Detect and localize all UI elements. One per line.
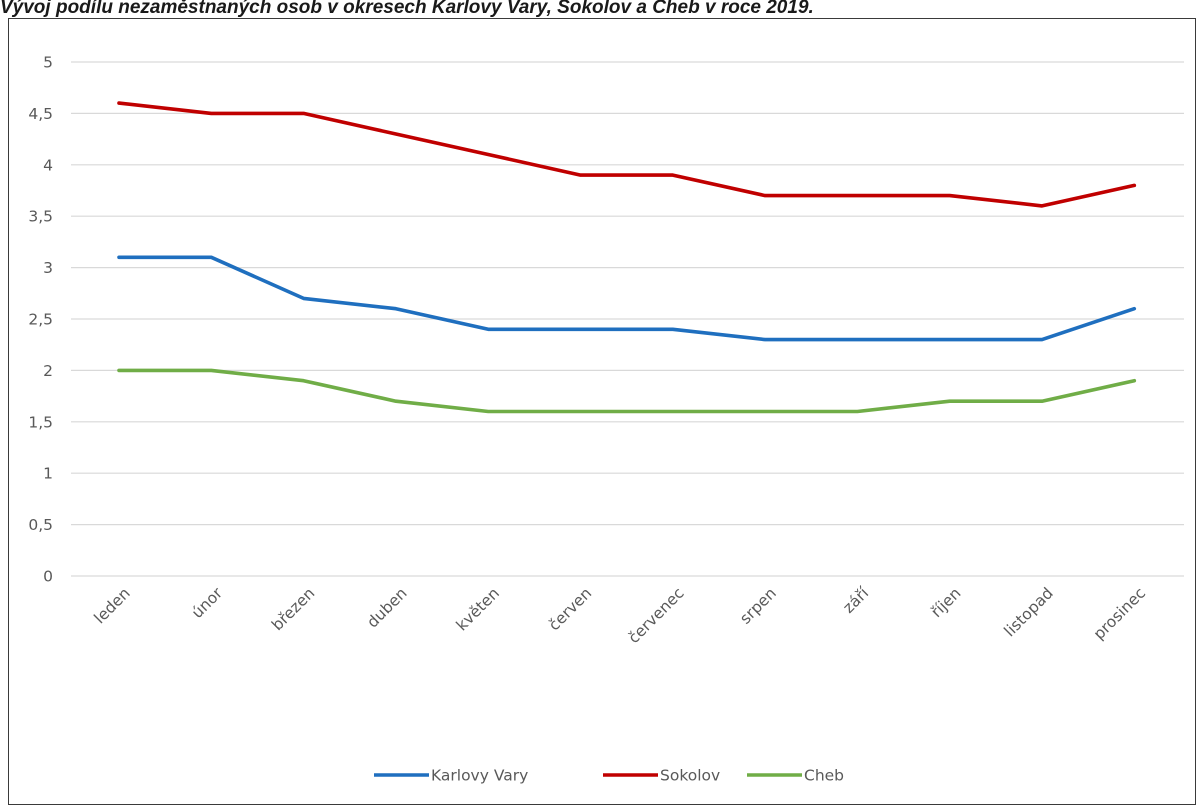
y-tick-label: 4,5 [28,105,53,123]
x-tick-label: leden [91,584,134,627]
x-tick-label: červenec [625,584,688,647]
legend-label: Sokolov [660,767,720,785]
y-tick-label: 0,5 [28,516,53,534]
x-tick-label: březen [268,584,318,634]
chart-frame: 0 0,5 1 1,5 2 2,5 3 3,5 4 4,5 5 leden únor březen dub… [8,18,1196,805]
x-tick-label: listopad [1001,584,1057,640]
x-axis-ticks: leden únor březen duben květen červen červenec… [91,584,1149,647]
y-tick-label: 2 [43,362,53,380]
y-tick-label: 3 [43,259,53,277]
series-line [117,368,1137,414]
x-tick-label: květen [453,584,503,634]
y-tick-label: 5 [43,54,53,72]
y-tick-label: 1 [43,465,53,483]
y-axis-ticks: 0 0,5 1 1,5 2 2,5 3 3,5 4 4,5 5 [28,54,53,586]
gridlines [71,61,1184,577]
series-line [117,101,1137,208]
series-lines [117,101,1137,414]
legend: Karlovy Vary Sokolov Cheb [374,767,844,785]
x-tick-label: červen [545,584,595,634]
x-tick-label: říjen [928,584,965,621]
series-line [117,255,1137,342]
y-tick-label: 1,5 [28,413,53,431]
legend-label: Karlovy Vary [431,767,528,785]
legend-label: Cheb [804,767,844,785]
y-tick-label: 2,5 [28,311,53,329]
chart-caption: Vývoj podílu nezaměstnaných osob v okres… [0,0,814,18]
x-tick-label: únor [188,584,226,622]
line-chart: 0 0,5 1 1,5 2 2,5 3 3,5 4 4,5 5 leden únor březen dub… [28,54,1184,785]
x-tick-label: srpen [736,584,780,628]
y-tick-label: 0 [43,568,53,586]
x-tick-label: prosinec [1090,584,1149,643]
x-tick-label: duben [363,584,410,631]
y-tick-label: 4 [43,156,53,174]
x-tick-label: září [839,584,872,617]
y-tick-label: 3,5 [28,208,53,226]
